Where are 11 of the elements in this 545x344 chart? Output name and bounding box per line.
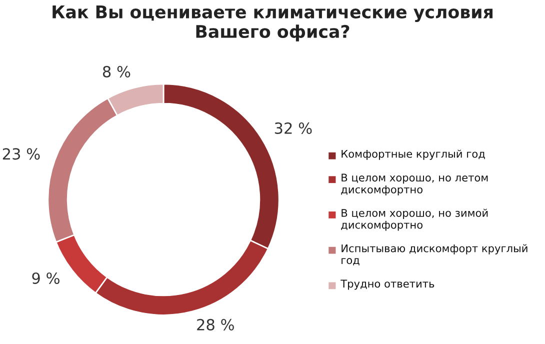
data-label: 32 % [274, 122, 312, 134]
legend-label: Испытываю дискомфорт круглый год [342, 244, 528, 266]
legend-label: В целом хорошо, но зимой дискомфортно [341, 208, 488, 231]
legend-label: В целом хорошо, но летом дискомфортно [341, 174, 488, 196]
data-label: 9 % [32, 272, 60, 284]
data-label: 23 % [2, 148, 40, 160]
chart-title: Как Вы оцениваете климатические условия Вашего офиса? [52, 6, 493, 42]
data-label: 8 % [102, 66, 130, 78]
legend-label: Трудно ответить [340, 280, 434, 290]
legend-label: Комфортные круглый год [342, 150, 485, 160]
data-label: 28 % [197, 318, 234, 330]
